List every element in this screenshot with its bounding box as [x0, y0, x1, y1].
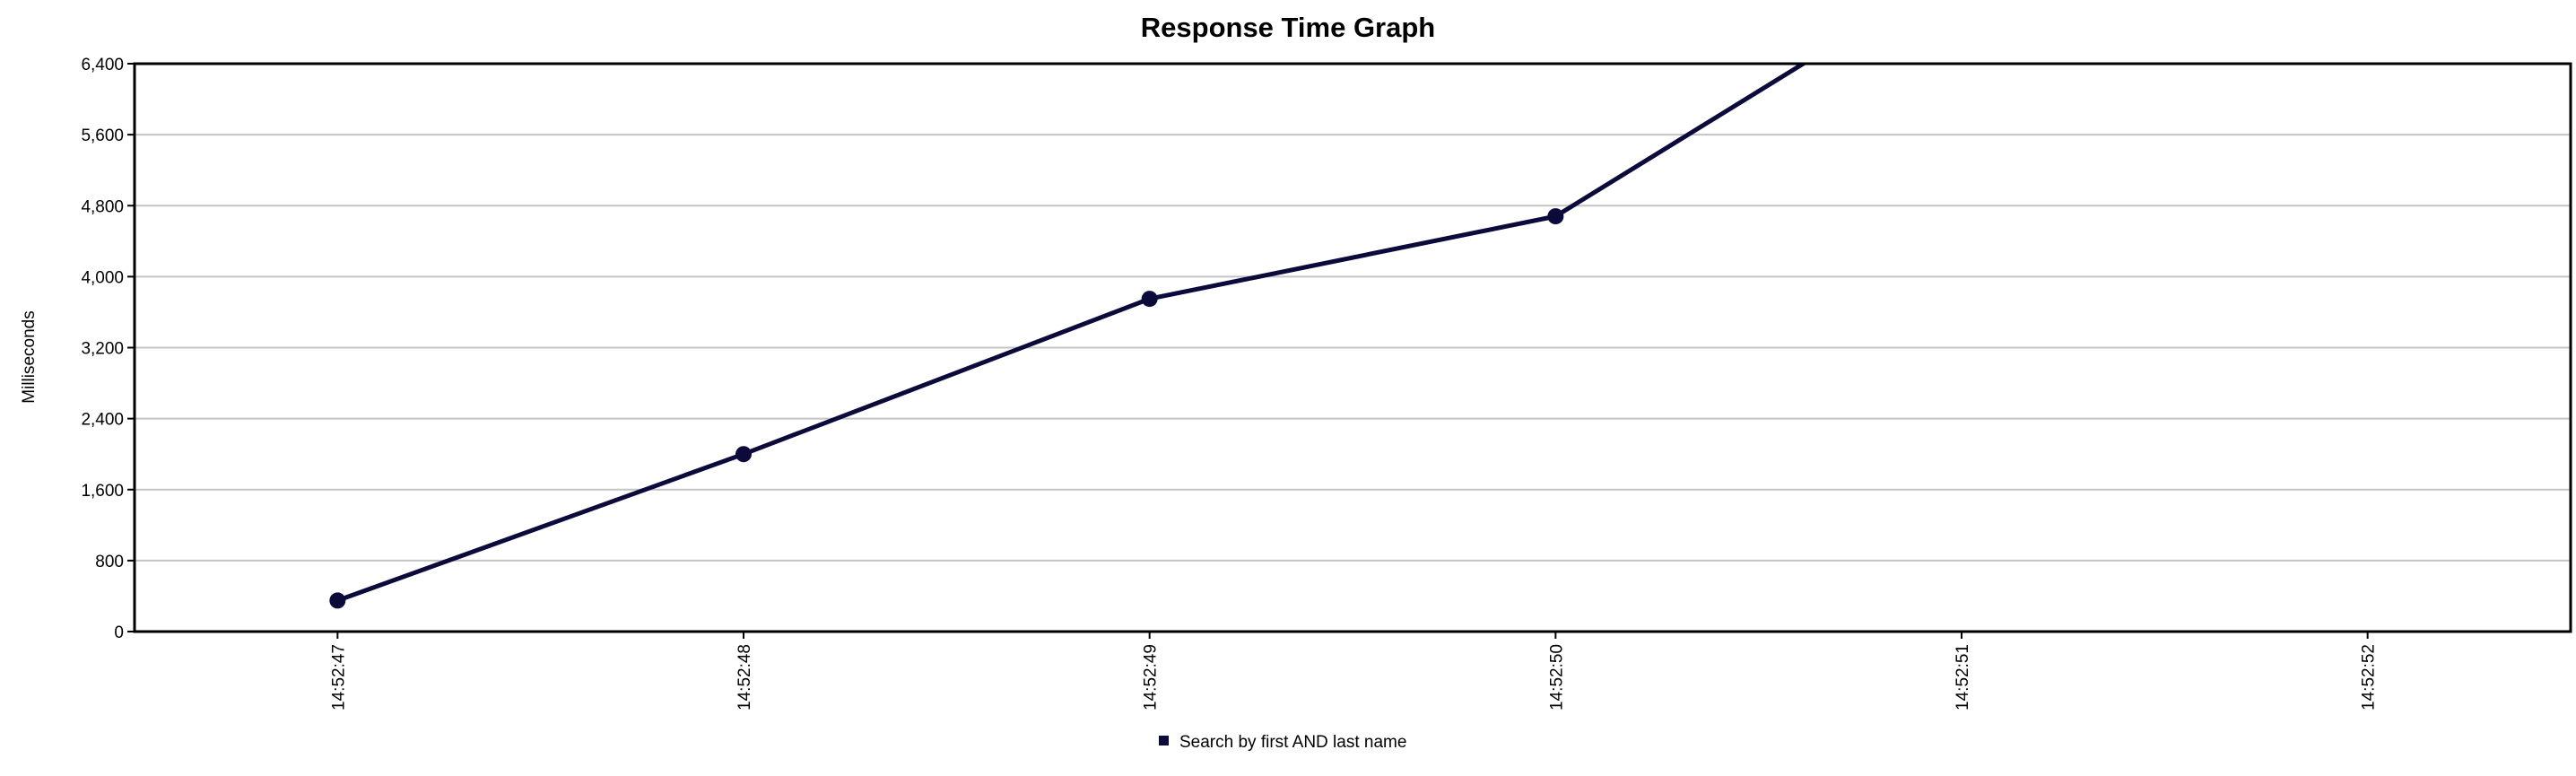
y-tick-label-0: 0 [114, 623, 124, 642]
chart-title: Response Time Graph [1141, 12, 1435, 43]
y-tick-label-1: 800 [95, 553, 124, 571]
x-tick-label-5: 14:52:52 [2360, 644, 2379, 711]
x-tick-label-3: 14:52:50 [1547, 644, 1566, 711]
data-point-0-2 [1141, 291, 1158, 308]
y-tick-label-2: 1,600 [81, 482, 124, 501]
x-axis-ticks: 14:52:47 14:52:48 14:52:49 14:52:50 14:52:51… [329, 632, 2379, 711]
y-tick-label-8: 6,400 [81, 56, 124, 74]
x-tick-label-2: 14:52:49 [1142, 644, 1161, 711]
legend: Search by first AND last name [1159, 733, 1406, 752]
series-layer [329, 64, 1808, 609]
y-tick-label-5: 4,000 [81, 268, 124, 287]
data-point-0-1 [735, 446, 752, 463]
y-tick-label-3: 2,400 [81, 411, 124, 430]
y-tick-label-7: 5,600 [81, 126, 124, 145]
y-tick-label-4: 3,200 [81, 340, 124, 359]
y-axis-ticks: 0 800 1,600 2,400 3,200 4,000 4,800 5,600 6,400 [81, 56, 135, 642]
x-tick-label-0: 14:52:47 [329, 644, 348, 711]
legend-label: Search by first AND last name [1179, 733, 1406, 752]
grid-lines [135, 134, 2571, 562]
x-tick-label-4: 14:52:51 [1954, 644, 1972, 711]
y-axis-title: Milliseconds [20, 310, 39, 403]
y-tick-label-6: 4,800 [81, 197, 124, 216]
legend-swatch [1159, 736, 1169, 745]
data-point-0-0 [329, 592, 346, 609]
data-point-0-3 [1547, 208, 1564, 225]
x-tick-label-1: 14:52:48 [735, 644, 754, 711]
